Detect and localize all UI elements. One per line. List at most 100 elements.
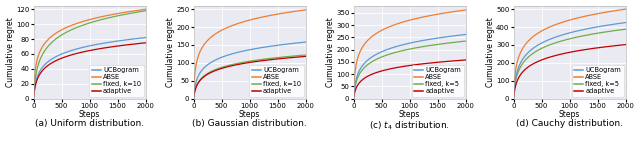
fixed, k=10 <box>59 34 67 36</box>
ABSE <box>241 21 248 23</box>
UCBogram <box>379 50 387 52</box>
fixed, k=10 <box>96 19 104 21</box>
fixed, k=5 <box>530 52 538 54</box>
adaptive <box>594 47 602 49</box>
ABSE <box>104 14 112 16</box>
Legend: UCBogram, ABSE, fixed, k=5, adaptive: UCBogram, ABSE, fixed, k=5, adaptive <box>572 65 623 97</box>
fixed, k=10 <box>50 40 58 42</box>
UCBogram <box>104 41 112 43</box>
adaptive <box>96 48 104 50</box>
fixed, k=10 <box>256 59 264 61</box>
Line: adaptive: adaptive <box>514 45 625 98</box>
UCBogram <box>30 97 38 99</box>
UCBogram <box>241 50 248 52</box>
UCBogram <box>370 55 378 57</box>
adaptive <box>264 59 272 61</box>
fixed, k=10 <box>219 66 227 68</box>
adaptive <box>104 46 112 48</box>
UCBogram <box>96 43 104 45</box>
UCBogram <box>274 44 282 46</box>
adaptive <box>530 63 538 65</box>
ABSE <box>350 95 358 97</box>
UCBogram <box>561 33 568 35</box>
ABSE <box>30 95 38 97</box>
fixed, k=5 <box>401 49 408 51</box>
ABSE <box>424 15 432 17</box>
UCBogram <box>350 97 358 99</box>
adaptive <box>576 50 584 52</box>
ABSE <box>621 8 629 10</box>
ABSE <box>561 21 568 23</box>
adaptive <box>584 48 592 50</box>
Line: UCBogram: UCBogram <box>194 42 305 98</box>
adaptive <box>59 57 67 59</box>
Line: ABSE: ABSE <box>354 10 465 96</box>
adaptive <box>241 62 248 64</box>
UCBogram <box>594 26 602 28</box>
fixed, k=10 <box>104 17 112 19</box>
UCBogram <box>50 57 58 59</box>
adaptive <box>370 73 378 75</box>
ABSE <box>59 28 67 30</box>
adaptive <box>401 65 408 67</box>
UCBogram <box>424 39 432 40</box>
UCBogram <box>59 53 67 55</box>
fixed, k=5 <box>539 47 547 49</box>
UCBogram <box>264 46 272 48</box>
ABSE <box>461 9 469 11</box>
UCBogram <box>301 41 309 43</box>
ABSE <box>379 29 387 31</box>
fixed, k=10 <box>114 15 122 17</box>
Text: (b) Gaussian distribution.: (b) Gaussian distribution. <box>192 120 307 128</box>
Line: UCBogram: UCBogram <box>34 38 145 98</box>
ABSE <box>96 16 104 18</box>
ABSE <box>434 13 442 15</box>
fixed, k=5 <box>510 97 518 99</box>
X-axis label: Steps: Steps <box>559 110 580 119</box>
adaptive <box>219 67 227 69</box>
Legend: UCBogram, ABSE, fixed, k=10, adaptive: UCBogram, ABSE, fixed, k=10, adaptive <box>90 65 143 97</box>
Text: (c) $t_4$ distribution.: (c) $t_4$ distribution. <box>369 120 450 132</box>
ABSE <box>114 12 122 14</box>
fixed, k=5 <box>621 28 629 30</box>
ABSE <box>219 29 227 31</box>
ABSE <box>401 21 408 23</box>
ABSE <box>301 9 309 11</box>
UCBogram <box>461 33 469 35</box>
ABSE <box>584 15 592 16</box>
UCBogram <box>510 97 518 99</box>
X-axis label: Steps: Steps <box>239 110 260 119</box>
fixed, k=10 <box>30 96 38 98</box>
ABSE <box>416 17 424 19</box>
fixed, k=5 <box>434 43 442 45</box>
ABSE <box>539 30 547 32</box>
fixed, k=5 <box>379 56 387 58</box>
fixed, k=10 <box>264 58 272 60</box>
ABSE <box>264 15 272 17</box>
fixed, k=10 <box>301 54 309 56</box>
UCBogram <box>621 22 629 24</box>
fixed, k=5 <box>594 32 602 34</box>
Line: ABSE: ABSE <box>514 9 625 97</box>
fixed, k=5 <box>370 60 378 62</box>
Line: fixed, k=10: fixed, k=10 <box>34 11 145 97</box>
ABSE <box>141 8 149 10</box>
fixed, k=5 <box>461 40 469 42</box>
UCBogram <box>530 47 538 49</box>
adaptive <box>274 58 282 60</box>
fixed, k=5 <box>350 97 358 99</box>
Line: adaptive: adaptive <box>34 43 145 98</box>
ABSE <box>190 95 198 97</box>
Y-axis label: Cumulative regret: Cumulative regret <box>486 17 495 87</box>
adaptive <box>424 62 432 64</box>
Legend: UCBogram, ABSE, fixed, k=10, adaptive: UCBogram, ABSE, fixed, k=10, adaptive <box>250 65 303 97</box>
Y-axis label: Cumulative regret: Cumulative regret <box>166 17 175 87</box>
Line: UCBogram: UCBogram <box>514 23 625 98</box>
X-axis label: Steps: Steps <box>79 110 100 119</box>
adaptive <box>114 45 122 47</box>
fixed, k=5 <box>416 46 424 48</box>
fixed, k=10 <box>274 57 282 59</box>
fixed, k=10 <box>241 61 248 63</box>
fixed, k=10 <box>190 97 198 99</box>
Line: fixed, k=10: fixed, k=10 <box>194 55 305 98</box>
